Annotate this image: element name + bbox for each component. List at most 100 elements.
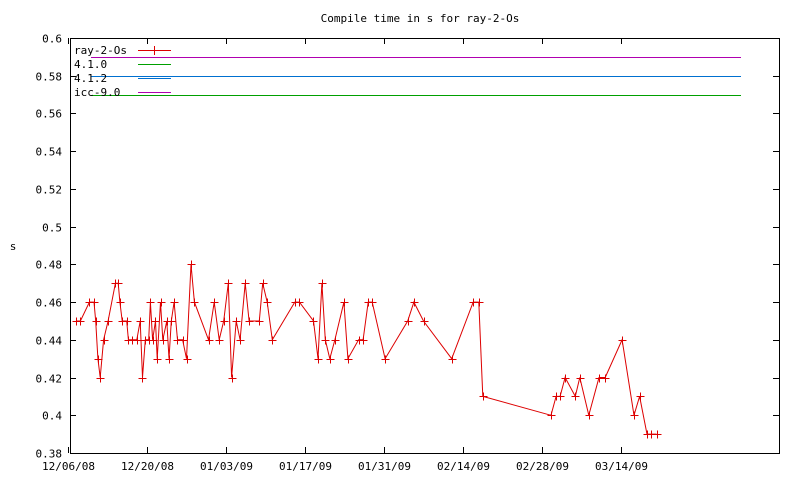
data-point	[314, 355, 323, 364]
series-line-ray-2-Os	[75, 264, 657, 435]
data-point	[410, 298, 419, 307]
y-tick-label: 0.42	[36, 373, 63, 386]
plot-frame	[70, 38, 780, 454]
data-point	[116, 298, 125, 307]
data-point	[340, 298, 349, 307]
data-point	[210, 298, 219, 307]
data-point	[653, 430, 662, 439]
data-point	[259, 279, 268, 288]
data-point	[90, 298, 99, 307]
x-tick-label: 01/03/09	[200, 460, 253, 473]
legend-label: icc-9.0	[74, 86, 120, 99]
legend-label: 4.1.2	[74, 72, 107, 85]
data-point	[232, 317, 241, 326]
data-point	[359, 336, 368, 345]
y-tick-label: 0.54	[36, 146, 63, 159]
legend-label: ray-2-Os	[74, 44, 127, 57]
data-point	[149, 336, 158, 345]
data-point	[561, 374, 570, 383]
data-point	[263, 298, 272, 307]
data-point	[146, 298, 155, 307]
data-point	[167, 317, 176, 326]
data-point	[326, 355, 335, 364]
data-point	[344, 355, 353, 364]
tick-group: 0.38 0.4 0.42 0.44 0.46 0.48 0.5 0.52 0.54 0.56 0.…	[36, 33, 779, 473]
data-point	[318, 279, 327, 288]
data-point	[245, 317, 254, 326]
legend-label: 4.1.0	[74, 58, 107, 71]
data-point	[133, 336, 142, 345]
data-point	[556, 392, 565, 401]
data-point	[215, 336, 224, 345]
y-tick-label: 0.48	[36, 259, 63, 272]
data-point	[295, 298, 304, 307]
data-point	[157, 298, 166, 307]
data-point	[268, 336, 277, 345]
data-point	[404, 317, 413, 326]
data-point	[170, 298, 179, 307]
y-tick-label: 0.52	[36, 184, 63, 197]
y-tick-label: 0.5	[42, 222, 62, 235]
data-point	[475, 298, 484, 307]
data-point	[159, 336, 168, 345]
data-point	[100, 336, 109, 345]
data-point	[220, 317, 229, 326]
y-tick-label: 0.4	[42, 410, 62, 423]
data-point	[309, 317, 318, 326]
data-point	[618, 336, 627, 345]
data-point	[138, 374, 147, 383]
data-point	[114, 279, 123, 288]
data-point	[571, 392, 580, 401]
chart-title: Compile time in s for ray-2-Os	[321, 12, 520, 25]
data-point	[321, 336, 330, 345]
data-point	[630, 411, 639, 420]
y-axis-label: s	[10, 240, 17, 253]
data-point	[224, 279, 233, 288]
data-point	[547, 411, 556, 420]
y-tick-label: 0.46	[36, 297, 63, 310]
data-point	[94, 355, 103, 364]
data-point	[92, 317, 101, 326]
data-point	[576, 374, 585, 383]
y-tick-label: 0.44	[36, 335, 63, 348]
x-tick-label: 02/14/09	[437, 460, 490, 473]
y-tick-label: 0.38	[36, 448, 63, 461]
data-point	[136, 317, 145, 326]
x-tick-label: 01/17/09	[279, 460, 332, 473]
x-tick-label: 03/14/09	[595, 460, 648, 473]
data-point	[183, 355, 192, 364]
data-point	[123, 317, 132, 326]
series-group	[72, 57, 741, 439]
data-point	[187, 260, 196, 269]
data-point	[448, 355, 457, 364]
x-tick-label: 12/20/08	[121, 460, 174, 473]
data-point	[190, 298, 199, 307]
y-tick-label: 0.58	[36, 71, 63, 84]
data-point	[236, 336, 245, 345]
data-point	[96, 374, 105, 383]
data-point	[205, 336, 214, 345]
data-point	[479, 392, 488, 401]
data-point	[636, 392, 645, 401]
data-point	[151, 317, 160, 326]
data-point	[179, 336, 188, 345]
y-tick-label: 0.6	[42, 33, 62, 46]
data-point	[585, 411, 594, 420]
data-point	[601, 374, 610, 383]
data-point	[104, 317, 113, 326]
data-point	[368, 298, 377, 307]
data-point	[381, 355, 390, 364]
x-tick-label: 12/06/08	[42, 460, 95, 473]
data-point	[228, 374, 237, 383]
data-point	[76, 317, 85, 326]
y-tick-label: 0.56	[36, 108, 63, 121]
x-tick-label: 01/31/09	[358, 460, 411, 473]
x-tick-label: 02/28/09	[516, 460, 569, 473]
data-point	[153, 355, 162, 364]
data-point	[420, 317, 429, 326]
data-point	[331, 336, 340, 345]
data-point	[241, 279, 250, 288]
data-point	[165, 355, 174, 364]
